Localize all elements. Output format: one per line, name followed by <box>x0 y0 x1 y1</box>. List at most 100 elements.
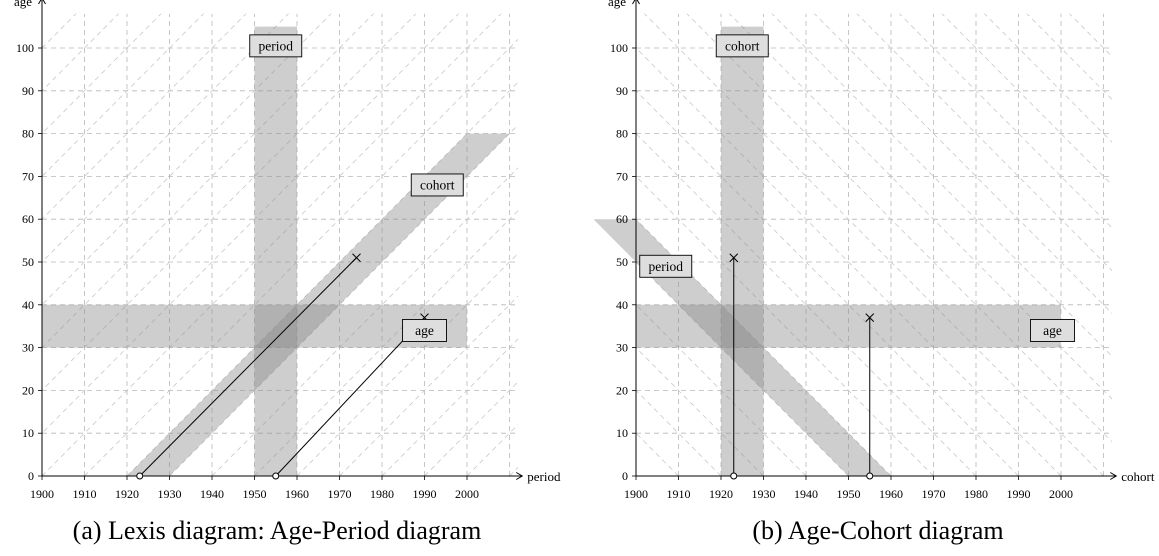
diagonal-grid-line <box>636 133 977 476</box>
label-box-age: age <box>1030 319 1075 342</box>
x-tick-label: 1920 <box>709 487 733 501</box>
birth-circle-icon <box>136 472 144 480</box>
diagonal-grid <box>636 0 1159 476</box>
x-tick-label: 1910 <box>73 487 97 501</box>
y-tick-label: 60 <box>616 212 628 226</box>
x-tick-label: 1900 <box>624 487 648 501</box>
diagonal-grid-line <box>42 13 120 92</box>
diagonal-grid-line <box>643 13 1104 476</box>
diagonal-grid-line <box>636 347 764 476</box>
label-age: age <box>1043 323 1062 338</box>
diagonal-grid-line <box>636 47 1062 476</box>
figure-caption: (a) Lexis diagram: Age-Period diagram <box>73 516 482 545</box>
axes <box>38 0 524 480</box>
chart-panel-a: 1900 1910 1920 1930 1940 1950 1960 1970 1980 1990… <box>14 0 561 545</box>
y-tick-label: 30 <box>616 341 628 355</box>
x-tick-label: 1970 <box>328 487 352 501</box>
label-cohort: cohort <box>725 38 760 53</box>
x-axis-arrow-icon <box>515 472 524 480</box>
lifelines <box>136 253 429 480</box>
x-tick-label: 1970 <box>922 487 946 501</box>
diagonal-grid-line <box>983 13 1112 143</box>
label-box-age: age <box>402 319 447 342</box>
diagonal-grid-line <box>84 38 518 476</box>
y-tick-label: 90 <box>616 84 628 98</box>
band-cohort <box>127 133 510 476</box>
diagonal-grid <box>42 13 518 476</box>
diagonal-grid-line <box>1111 13 1112 15</box>
death-cross-icon <box>865 313 875 322</box>
x-tick-label: 1980 <box>370 487 394 501</box>
diagonal-grid-line <box>296 252 518 476</box>
y-tick-label: 0 <box>622 469 628 483</box>
label-box-cohort: cohort <box>715 34 769 58</box>
x-tick-label: 1920 <box>115 487 139 501</box>
diagonal-grid-line <box>856 13 1112 272</box>
diagonal-grid-line <box>636 90 1019 476</box>
x-tick-label: 1930 <box>752 487 776 501</box>
x-tick-label: 1940 <box>200 487 224 501</box>
y-axis-arrow-icon <box>632 0 640 5</box>
label-period: period <box>259 38 294 53</box>
bands <box>42 26 510 476</box>
x-tick-label: 1930 <box>158 487 182 501</box>
diagonal-grid-line <box>636 475 637 476</box>
y-tick-label: 0 <box>28 469 34 483</box>
y-tick-label: 100 <box>610 41 628 55</box>
diagonal-grid-line <box>636 261 849 476</box>
x-tick-label: 1940 <box>794 487 818 501</box>
diagonal-grid-line <box>211 167 518 476</box>
diagonal-grid-line <box>126 81 518 476</box>
y-tick-label: 70 <box>616 169 628 183</box>
birth-circle-icon <box>272 472 280 480</box>
diagonal-grid-line <box>636 304 807 476</box>
x-tick-label: 1960 <box>879 487 903 501</box>
x-tick-label: 1990 <box>1007 487 1031 501</box>
y-tick-label: 10 <box>616 426 628 440</box>
death-cross-icon <box>352 253 361 263</box>
lifeline <box>139 257 357 477</box>
x-tick-label: 1960 <box>285 487 309 501</box>
diagonal-grid-line <box>636 175 934 476</box>
diagonal-grid-line <box>1026 13 1112 100</box>
band-age <box>42 304 467 348</box>
figure-caption: (b) Age-Cohort diagram <box>752 516 1003 545</box>
diagonal-grid-line <box>42 13 502 476</box>
lifelines <box>729 253 875 480</box>
label-cohort: cohort <box>420 177 455 192</box>
diagonal-grid-line <box>42 13 290 263</box>
x-tick-label: 1910 <box>667 487 691 501</box>
label-box-cohort: cohort <box>410 173 464 197</box>
y-tick-label: 90 <box>22 84 34 98</box>
y-tick-label: 80 <box>22 127 34 141</box>
axes <box>632 0 1118 480</box>
diagonal-grid-line <box>424 381 518 476</box>
birth-circle-icon <box>866 472 874 480</box>
x-tick-label: 2000 <box>1049 487 1073 501</box>
x-tick-label: 1990 <box>413 487 437 501</box>
y-tick-label: 20 <box>22 383 34 397</box>
diagonal-grid-line <box>1068 13 1112 58</box>
diagonal-grid-line <box>339 295 518 476</box>
chart-panel-b: 1900 1910 1920 1930 1940 1950 1960 1970 1980 1990… <box>593 0 1159 545</box>
label-box-period: period <box>249 34 303 58</box>
x-axis-label: cohort <box>1121 469 1155 484</box>
x-tick-label: 2000 <box>455 487 479 501</box>
diagonal-grid-line <box>1061 0 1159 476</box>
label-period: period <box>649 259 684 274</box>
bands <box>593 26 1061 476</box>
ticks: 1900 1910 1920 1930 1940 1950 1960 1970 1980 1990… <box>16 41 479 501</box>
diagonal-grid-line <box>254 210 518 476</box>
diagonal-grid-line <box>898 13 1112 229</box>
y-tick-label: 100 <box>16 41 34 55</box>
y-axis-arrow-icon <box>38 0 46 5</box>
y-tick-label: 50 <box>616 255 628 269</box>
label-age: age <box>415 323 434 338</box>
diagonal-grid-line <box>941 13 1112 186</box>
y-tick-label: 60 <box>22 212 34 226</box>
birth-circle-icon <box>730 472 738 480</box>
diagonal-grid-line <box>169 124 518 476</box>
diagonal-grid-line <box>42 13 460 434</box>
x-tick-label: 1950 <box>837 487 861 501</box>
